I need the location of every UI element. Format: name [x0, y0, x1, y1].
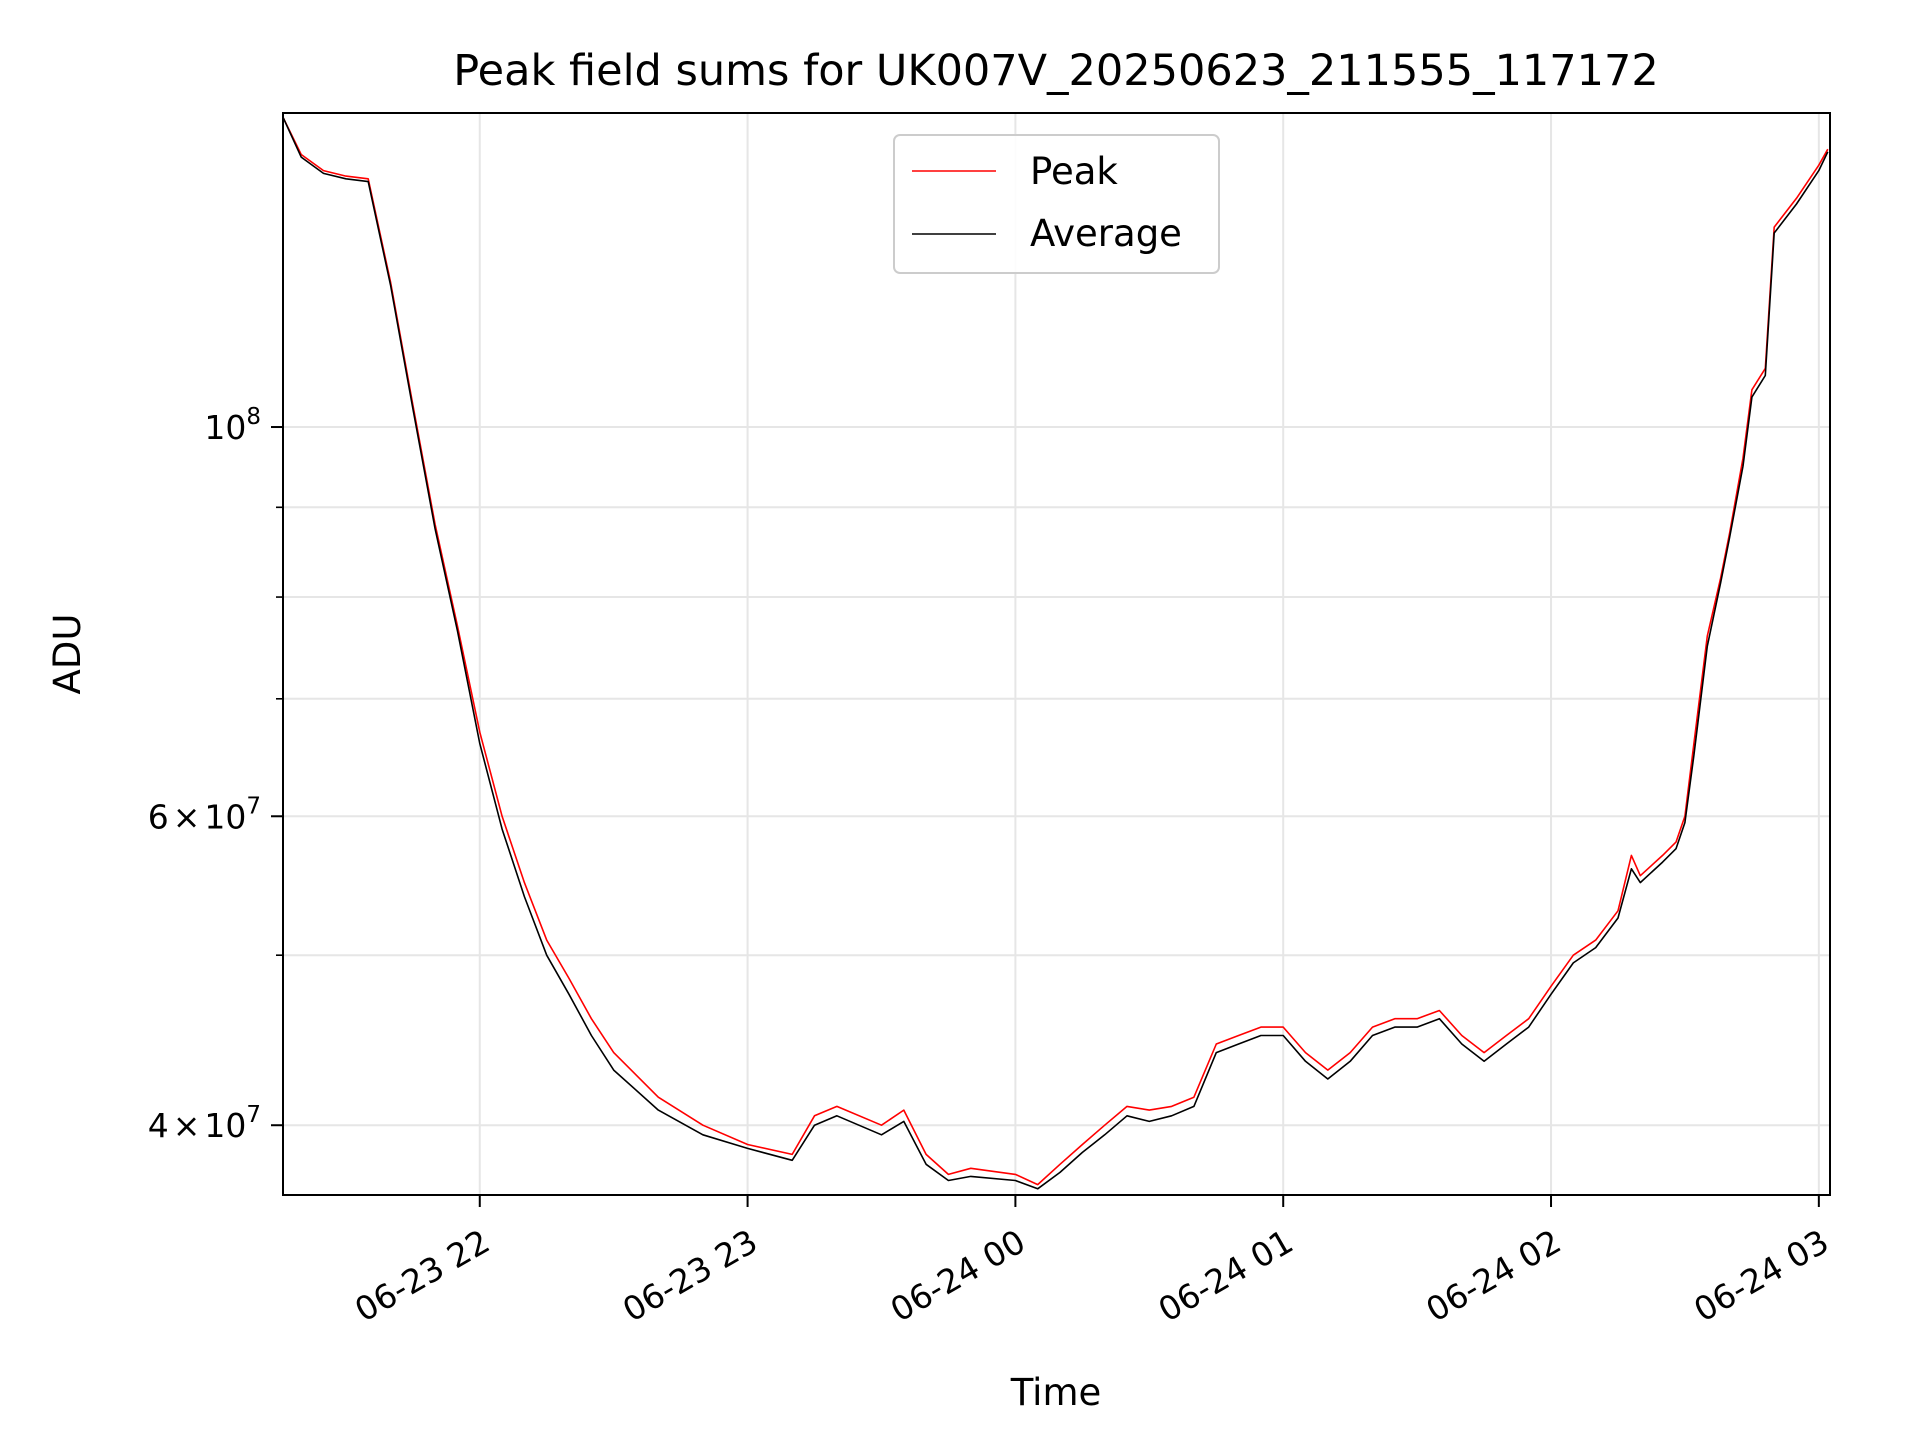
legend-box — [893, 134, 1220, 274]
y-tick-label: 6 × 107 — [148, 793, 261, 836]
series-line-peak — [283, 117, 1829, 1186]
legend-label-peak: Peak — [1030, 150, 1118, 193]
x-axis-label: Time — [1010, 1371, 1102, 1414]
y-axis: 4 × 107 6 × 107 108 — [148, 404, 283, 1145]
y-tick-label: 108 — [204, 404, 261, 447]
legend: Peak Average — [893, 134, 1220, 274]
series-layer — [283, 117, 1829, 1190]
chart-title: Peak field sums for UK007V_20250623_2115… — [453, 46, 1658, 96]
plot-frame — [282, 112, 1831, 1196]
grid — [283, 113, 1830, 1195]
y-tick-label: 4 × 107 — [148, 1102, 261, 1145]
y-axis-label: ADU — [46, 614, 89, 695]
legend-label-average: Average — [1030, 212, 1182, 255]
series-line-average — [283, 117, 1829, 1190]
